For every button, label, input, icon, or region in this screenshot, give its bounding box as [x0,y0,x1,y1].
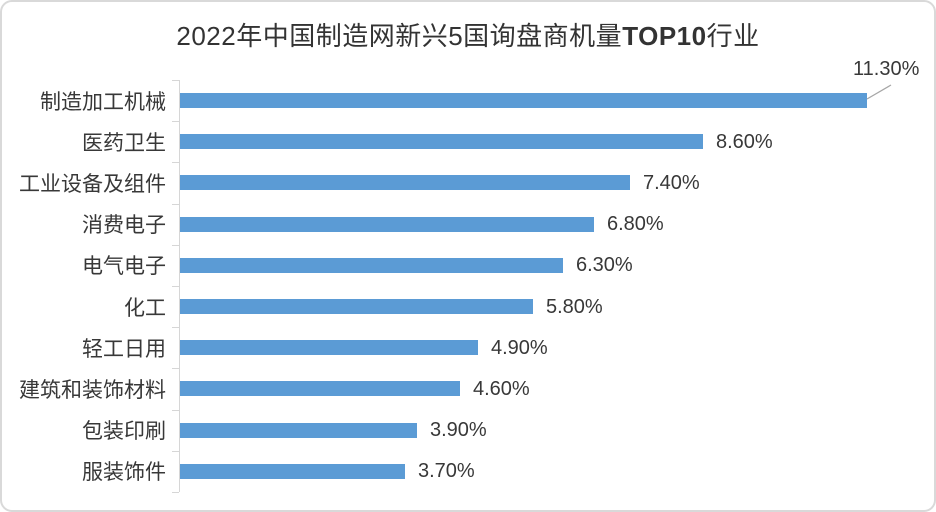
callout-data-label: 11.30% [853,58,920,80]
data-label: 5.80% [546,295,603,318]
axis-tick [172,410,179,411]
bar-track [180,80,934,121]
category-label: 包装印刷 [82,420,166,444]
axis-tick [172,80,179,81]
bar-row: 消费电子 6.80% [2,204,934,245]
category-label: 服装饰件 [82,461,166,485]
bar-track: 3.90% [180,410,934,451]
category-label: 制造加工机械 [40,90,166,114]
bar-track: 6.30% [180,245,934,286]
category-label: 建筑和装饰材料 [19,378,166,402]
chart-title: 2022年中国制造网新兴5国询盘商机量TOP10行业 [2,16,934,53]
axis-tick [172,327,179,328]
axis-tick [172,204,179,205]
bar-row: 轻工日用 4.90% [2,327,934,368]
bar-track: 7.40% [180,162,934,203]
category-label: 电气电子 [82,255,166,279]
bar [180,422,417,438]
bar-track: 3.70% [180,451,934,492]
axis-tick [172,121,179,122]
bar-track: 6.80% [180,204,934,245]
data-label: 6.80% [607,213,664,236]
bar [180,134,703,150]
data-label: 4.90% [491,336,548,359]
bar-track: 4.90% [180,327,934,368]
bar [180,299,533,315]
bar [180,340,478,356]
leader-line [866,84,892,100]
axis-tick [172,162,179,163]
chart-title-top10: TOP10 [622,21,707,51]
category-label: 医药卫生 [82,131,166,155]
bar [180,216,594,232]
axis-tick [172,492,179,493]
data-label: 3.90% [430,419,487,442]
data-label: 3.70% [418,460,475,483]
y-axis-line [179,80,180,492]
data-label: 7.40% [643,171,700,194]
axis-tick [172,368,179,369]
bar [180,381,460,397]
bar-row: 建筑和装饰材料 4.60% [2,368,934,409]
bar-row: 服装饰件 3.70% [2,451,934,492]
bar-track: 8.60% [180,121,934,162]
category-label: 消费电子 [82,214,166,238]
bar [180,93,867,109]
data-label: 8.60% [716,130,773,153]
bar-row: 化工 5.80% [2,286,934,327]
bar [180,257,563,273]
category-label: 轻工日用 [82,337,166,361]
bar-row: 工业设备及组件 7.40% [2,162,934,203]
bar [180,463,405,479]
bar [180,175,630,191]
bar-row: 包装印刷 3.90% [2,410,934,451]
bar-row: 医药卫生 8.60% [2,121,934,162]
data-label: 4.60% [473,377,530,400]
bar-rows: 制造加工机械医药卫生 8.60% 工业设备及组件 7.40% 消费电子 6.80% 电气电子… [2,80,934,492]
chart-title-suffix: 行业 [706,21,760,51]
category-label: 工业设备及组件 [19,172,166,196]
axis-tick [172,451,179,452]
chart-title-prefix: 2022年中国制造网新兴5国询盘商机量 [176,21,623,51]
axis-tick [172,245,179,246]
bar-track: 4.60% [180,368,934,409]
data-label: 6.30% [576,254,633,277]
axis-tick [172,286,179,287]
bar-row: 制造加工机械 [2,80,934,121]
bar-row: 电气电子 6.30% [2,245,934,286]
category-label: 化工 [124,296,166,320]
bar-track: 5.80% [180,286,934,327]
